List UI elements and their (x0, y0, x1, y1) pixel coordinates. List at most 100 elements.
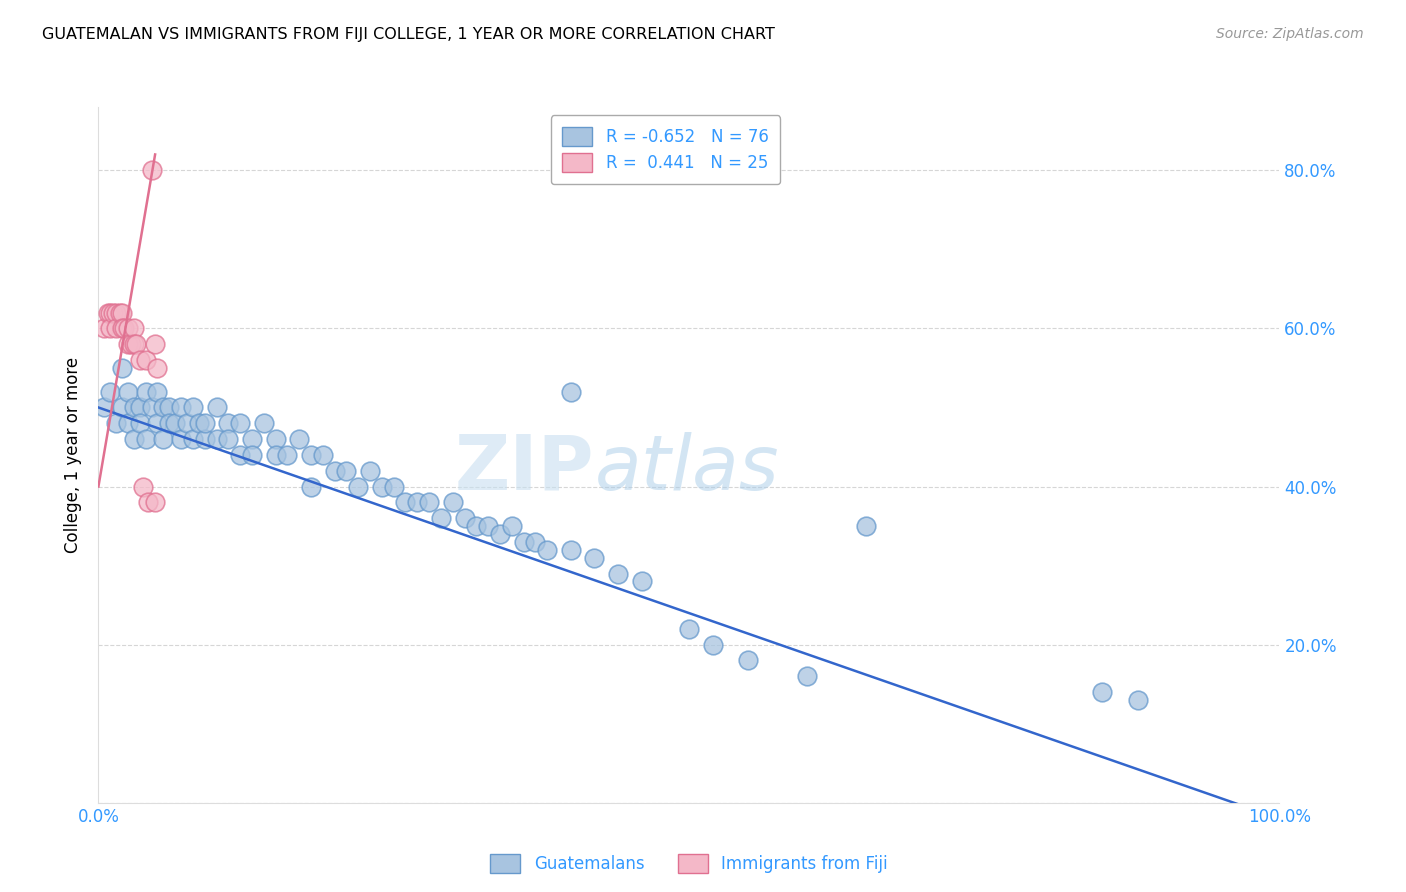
Point (146, 384, 169, 399)
Point (146, 360, 169, 375)
Point (105, 321, 128, 335)
Point (141, 401, 163, 415)
Point (205, 401, 228, 415)
Point (855, 519, 877, 533)
Point (737, 653, 759, 667)
Point (418, 495, 440, 509)
Point (299, 479, 322, 493)
Point (93, 321, 115, 335)
Point (98, 305, 121, 319)
Point (117, 321, 139, 335)
Point (560, 384, 582, 399)
Point (98, 384, 121, 399)
Point (323, 464, 346, 478)
Point (122, 337, 145, 351)
Point (477, 519, 499, 533)
Point (501, 519, 523, 533)
Point (111, 360, 134, 375)
Point (217, 417, 239, 431)
Point (152, 401, 174, 415)
Point (406, 495, 429, 509)
Point (176, 417, 198, 431)
Point (371, 479, 394, 493)
Point (276, 448, 298, 462)
Point (796, 669, 818, 683)
Point (117, 384, 139, 399)
Point (312, 448, 335, 462)
Point (560, 542, 582, 557)
Point (264, 432, 287, 446)
Legend: Guatemalans, Immigrants from Fiji: Guatemalans, Immigrants from Fiji (478, 842, 900, 885)
Point (536, 542, 558, 557)
Point (229, 417, 252, 431)
Text: ZIP: ZIP (456, 432, 595, 506)
Point (108, 305, 131, 319)
Point (165, 417, 187, 431)
Point (125, 337, 148, 351)
Point (117, 337, 139, 351)
Point (240, 448, 263, 462)
Point (170, 401, 193, 415)
Point (240, 432, 263, 446)
Point (135, 432, 157, 446)
Point (141, 163, 163, 178)
Point (121, 337, 143, 351)
Point (170, 432, 193, 446)
Point (512, 534, 534, 549)
Point (122, 432, 145, 446)
Point (93, 401, 115, 415)
Text: atlas: atlas (595, 432, 779, 506)
Point (630, 574, 652, 589)
Point (122, 321, 145, 335)
Point (98, 321, 121, 335)
Point (607, 566, 630, 581)
Point (128, 417, 150, 431)
Point (465, 519, 488, 533)
Point (229, 448, 252, 462)
Point (382, 479, 405, 493)
Point (288, 432, 311, 446)
Point (111, 321, 134, 335)
Point (264, 448, 287, 462)
Point (128, 401, 150, 415)
Point (111, 305, 134, 319)
Point (152, 432, 174, 446)
Point (678, 622, 700, 636)
Point (347, 479, 370, 493)
Point (217, 432, 239, 446)
Point (157, 417, 180, 431)
Point (187, 417, 209, 431)
Point (97, 305, 120, 319)
Point (143, 337, 166, 351)
Text: Source: ZipAtlas.com: Source: ZipAtlas.com (1216, 27, 1364, 41)
Point (146, 417, 169, 431)
Point (702, 638, 724, 652)
Point (157, 401, 180, 415)
Point (117, 417, 139, 431)
Point (205, 432, 228, 446)
Point (132, 479, 155, 493)
Point (112, 321, 135, 335)
Point (128, 353, 150, 368)
Point (489, 527, 512, 541)
Point (335, 464, 357, 478)
Point (135, 384, 157, 399)
Point (101, 305, 124, 319)
Point (122, 401, 145, 415)
Point (394, 495, 416, 509)
Point (181, 401, 204, 415)
Point (583, 550, 606, 565)
Point (194, 432, 217, 446)
Point (253, 417, 276, 431)
Point (299, 448, 322, 462)
Point (359, 464, 381, 478)
Y-axis label: College, 1 year or more: College, 1 year or more (65, 357, 83, 553)
Point (441, 495, 464, 509)
Point (430, 511, 453, 525)
Point (453, 511, 475, 525)
Point (1126, 693, 1149, 707)
Point (181, 432, 204, 446)
Point (143, 495, 166, 509)
Point (136, 495, 159, 509)
Point (194, 417, 217, 431)
